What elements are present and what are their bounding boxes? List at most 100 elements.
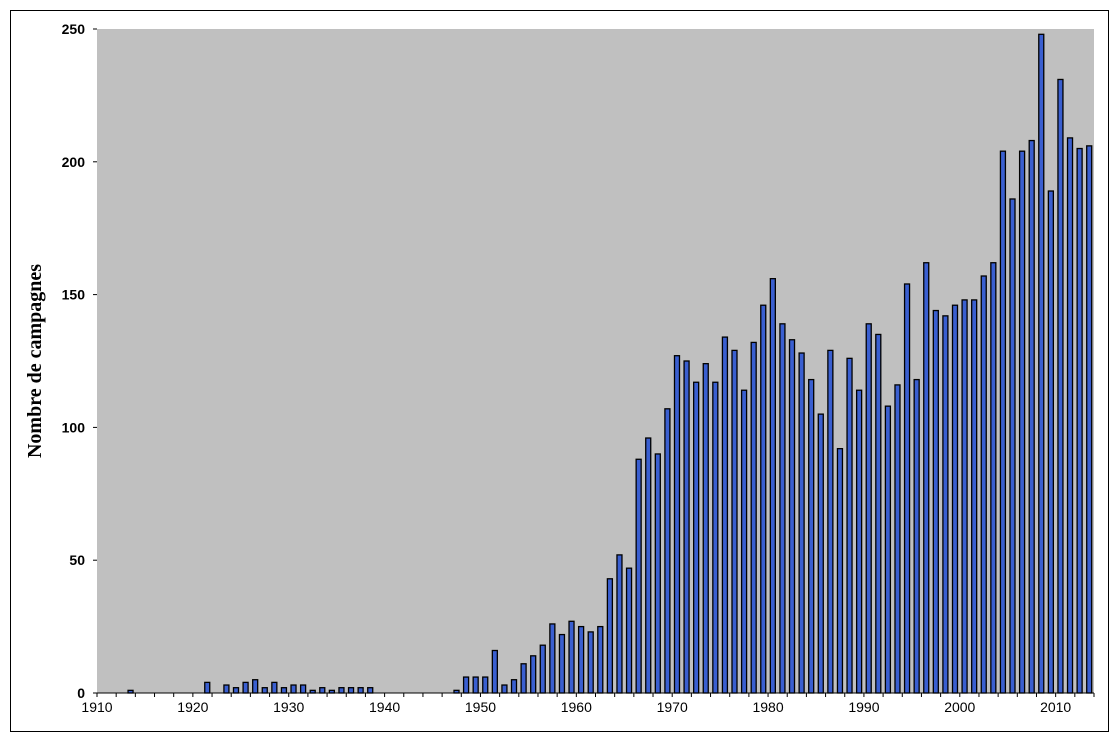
- bar-1968: [654, 453, 661, 694]
- x-tick-label: 1940: [369, 699, 400, 715]
- bar-1971: [683, 360, 690, 694]
- bar-1949: [472, 676, 479, 694]
- bar-1958: [558, 633, 566, 694]
- bar-1992: [884, 405, 892, 694]
- bar-1952: [501, 684, 508, 694]
- bar-2002: [980, 275, 987, 694]
- bar-1955: [530, 655, 537, 694]
- chart-frame: 1910 1920 1930 1940 1950 1960 1970 1980 1990 2000…: [10, 10, 1109, 732]
- bar-1948: [462, 676, 470, 694]
- bar-1950: [482, 676, 489, 694]
- y-axis-ticks: 0 50 100 150 200 250: [62, 21, 97, 701]
- bar-1965: [625, 567, 633, 694]
- bar-1937: [357, 687, 364, 694]
- bar-1983: [798, 352, 805, 694]
- bar-1967: [645, 437, 652, 694]
- bar-1938: [367, 687, 374, 694]
- bar-1996: [923, 262, 930, 694]
- bar-1951: [491, 649, 498, 694]
- bar-1976: [731, 349, 738, 694]
- bar-2000: [961, 299, 968, 694]
- bar-1962: [597, 625, 604, 694]
- x-tick-label: 2000: [944, 699, 975, 715]
- bar-1935: [338, 687, 345, 694]
- bar-2008: [1038, 33, 1045, 694]
- bar-1997: [932, 309, 939, 694]
- bar-1994: [903, 283, 911, 694]
- bar-1989: [855, 389, 863, 694]
- x-tick-label: 1910: [81, 699, 112, 715]
- bar-1936: [347, 687, 355, 694]
- bar-1966: [635, 458, 642, 694]
- y-tick-label: 0: [77, 685, 85, 701]
- bar-1978: [750, 341, 757, 694]
- x-tick-label: 1950: [465, 699, 496, 715]
- bar-1927: [261, 687, 268, 694]
- bar-2005: [1009, 198, 1016, 694]
- bar-1954: [520, 663, 527, 694]
- bar-1986: [827, 349, 834, 694]
- bar-1973: [702, 363, 709, 694]
- bar-2001: [971, 299, 978, 694]
- bar-1988: [846, 357, 853, 694]
- bar-1921: [204, 681, 211, 694]
- bar-1979: [760, 304, 767, 694]
- bar-1970: [673, 355, 681, 694]
- bar-2009: [1047, 190, 1055, 694]
- bar-1985: [817, 413, 824, 694]
- y-axis-title: Nombre de campagnes: [24, 264, 46, 458]
- bar-1998: [942, 315, 949, 694]
- bar-1961: [587, 631, 594, 694]
- bar-2010: [1057, 78, 1064, 694]
- bar-1964: [616, 554, 623, 694]
- bar-1953: [510, 679, 518, 694]
- bar-chart: 1910 1920 1930 1940 1950 1960 1970 1980 1990 2000…: [24, 21, 1095, 715]
- bar-1923: [223, 684, 230, 694]
- bar-1957: [549, 623, 556, 694]
- bar-2007: [1028, 139, 1035, 694]
- y-tick-label: 100: [62, 419, 86, 435]
- x-axis-ticks: 1910 1920 1930 1940 1950 1960 1970 1980 1990 2000…: [81, 693, 1095, 715]
- bar-1975: [721, 336, 729, 694]
- y-tick-label: 200: [62, 154, 86, 170]
- bar-2006: [1018, 150, 1026, 694]
- bar-1991: [875, 333, 882, 694]
- bar-1924: [232, 687, 240, 694]
- bar-1977: [740, 389, 748, 694]
- bar-1925: [242, 681, 249, 694]
- bar-1959: [568, 620, 575, 694]
- x-tick-label: 1970: [657, 699, 688, 715]
- bar-1926: [252, 679, 259, 694]
- bar-1995: [913, 378, 920, 694]
- bar-2012: [1076, 147, 1083, 694]
- y-tick-label: 150: [62, 287, 86, 303]
- bar-1928: [271, 681, 278, 694]
- bar-2011: [1066, 137, 1074, 694]
- bar-2004: [999, 150, 1007, 694]
- bar-1984: [808, 378, 815, 694]
- bar-1933: [319, 687, 326, 694]
- bar-1956: [539, 644, 546, 694]
- bar-2003: [990, 262, 997, 694]
- bar-1969: [664, 408, 671, 694]
- bar-1963: [606, 578, 614, 694]
- bar-1931: [299, 684, 307, 694]
- bar-1987: [836, 447, 844, 694]
- bar-1981: [779, 323, 786, 694]
- bar-1980: [769, 278, 776, 694]
- x-tick-label: 1960: [561, 699, 592, 715]
- x-tick-label: 1930: [273, 699, 304, 715]
- x-tick-label: 1990: [848, 699, 879, 715]
- y-tick-label: 250: [62, 21, 86, 37]
- x-tick-label: 1920: [177, 699, 208, 715]
- bar-1982: [788, 339, 796, 694]
- bar-1929: [280, 687, 288, 694]
- bar-1960: [577, 625, 585, 694]
- bar-1993: [894, 384, 901, 694]
- bar-1930: [290, 684, 297, 694]
- bar-1974: [712, 381, 719, 694]
- bar-2013: [1086, 145, 1093, 694]
- bar-1999: [951, 304, 959, 694]
- x-tick-label: 1980: [752, 699, 783, 715]
- y-tick-label: 50: [69, 552, 85, 568]
